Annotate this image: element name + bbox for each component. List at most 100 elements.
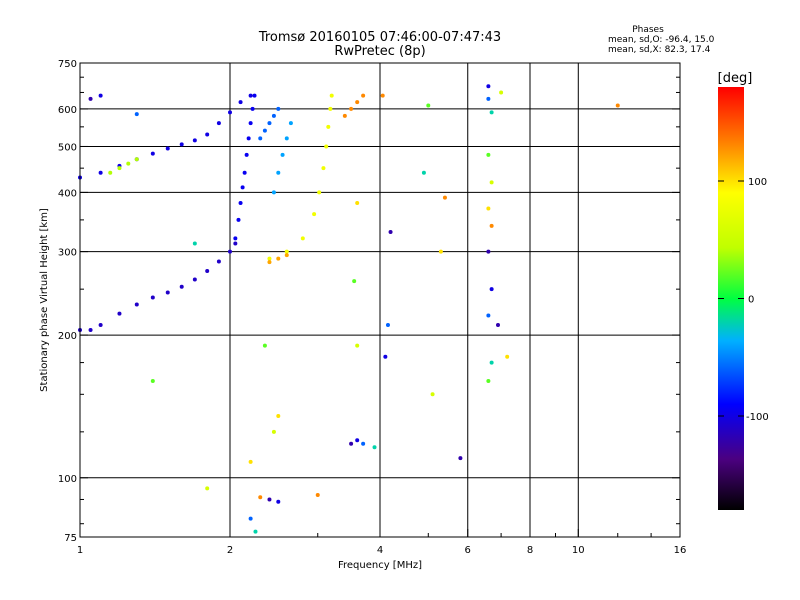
x-axis-label: Frequency [MHz] <box>338 560 422 571</box>
x-axis-ticks: 1 2 4 6 8 10 16 <box>77 529 687 556</box>
data-point <box>486 249 491 254</box>
data-point <box>276 106 281 111</box>
data-point <box>380 93 385 98</box>
chart-subtitle: RwPretec (8p) <box>334 44 425 59</box>
data-point <box>489 287 494 292</box>
stats-x-line: mean, sd,X: 82.3, 17.4 <box>608 45 711 55</box>
data-point <box>499 90 504 95</box>
data-point <box>317 190 322 195</box>
data-point <box>271 190 276 195</box>
y-tick-label: 100 <box>58 474 77 485</box>
data-point <box>438 249 443 254</box>
data-point <box>276 170 281 175</box>
data-point <box>615 103 620 108</box>
x-tick-label: 6 <box>465 545 471 556</box>
data-point <box>276 499 281 504</box>
y-tick-label: 400 <box>58 188 77 199</box>
x-tick-label: 4 <box>377 545 383 556</box>
data-point <box>108 170 113 175</box>
data-point <box>117 311 122 316</box>
data-point <box>267 256 272 261</box>
data-point <box>486 379 491 384</box>
y-tick-label: 300 <box>58 248 77 259</box>
data-point <box>205 132 210 137</box>
data-point <box>284 136 289 141</box>
data-point <box>326 124 331 129</box>
data-point <box>258 495 263 500</box>
data-point <box>372 445 377 450</box>
data-point <box>248 121 253 126</box>
data-point <box>355 343 360 348</box>
y-tick-label: 75 <box>64 533 77 544</box>
data-point <box>486 313 491 318</box>
data-point <box>236 217 241 222</box>
data-point <box>352 279 357 284</box>
data-point <box>244 152 249 157</box>
data-point <box>233 236 238 241</box>
data-point <box>328 106 333 111</box>
data-point <box>192 241 197 246</box>
data-point <box>250 106 255 111</box>
data-point <box>276 256 281 261</box>
data-point <box>271 113 276 118</box>
data-point <box>383 354 388 359</box>
data-point <box>324 144 329 149</box>
data-point <box>134 157 139 162</box>
data-point <box>486 84 491 89</box>
x-tick-label: 16 <box>674 545 687 556</box>
data-point <box>248 459 253 464</box>
data-point <box>192 277 197 282</box>
data-point <box>262 343 267 348</box>
data-point <box>248 93 253 98</box>
data-point <box>276 414 281 419</box>
data-point <box>179 284 184 289</box>
data-point <box>505 354 510 359</box>
data-point <box>88 328 93 333</box>
data-point <box>233 241 238 246</box>
data-point <box>486 96 491 101</box>
data-point <box>242 170 247 175</box>
data-point <box>98 93 103 98</box>
data-point <box>228 110 232 115</box>
data-point <box>252 93 257 98</box>
data-point <box>150 379 155 384</box>
y-axis-label: Stationary phase Virtual Height [km] <box>39 208 50 392</box>
data-point <box>205 486 210 491</box>
data-point <box>205 269 210 274</box>
data-point <box>98 323 103 328</box>
y-tick-label: 600 <box>58 105 77 116</box>
data-point <box>489 180 494 185</box>
data-point <box>262 128 267 133</box>
data-point <box>430 392 435 397</box>
data-point <box>495 323 500 328</box>
data-point <box>267 121 272 126</box>
stats-heading: Phases <box>632 25 664 35</box>
data-point <box>349 441 354 446</box>
colorbar-label: [deg] <box>718 71 753 86</box>
data-point <box>486 206 491 211</box>
data-point <box>117 166 122 171</box>
data-point <box>165 290 170 295</box>
data-point <box>355 100 360 105</box>
stats-o-line: mean, sd,O: -96.4, 15.0 <box>608 35 715 45</box>
data-point <box>253 529 258 534</box>
data-point <box>349 106 354 111</box>
data-point <box>489 360 494 365</box>
data-point <box>280 152 285 157</box>
data-point <box>165 146 170 151</box>
data-point <box>458 456 463 461</box>
data-point <box>216 259 221 264</box>
data-point <box>355 438 360 443</box>
data-point <box>238 100 243 105</box>
data-point <box>258 136 263 141</box>
data-point <box>361 93 366 98</box>
data-point <box>361 441 366 446</box>
data-point <box>489 110 494 115</box>
data-point <box>489 223 494 228</box>
data-point <box>355 200 360 205</box>
data-point <box>98 170 103 175</box>
data-point <box>88 96 93 101</box>
data-point <box>342 113 347 118</box>
data-point <box>267 260 272 265</box>
data-point <box>179 142 184 147</box>
